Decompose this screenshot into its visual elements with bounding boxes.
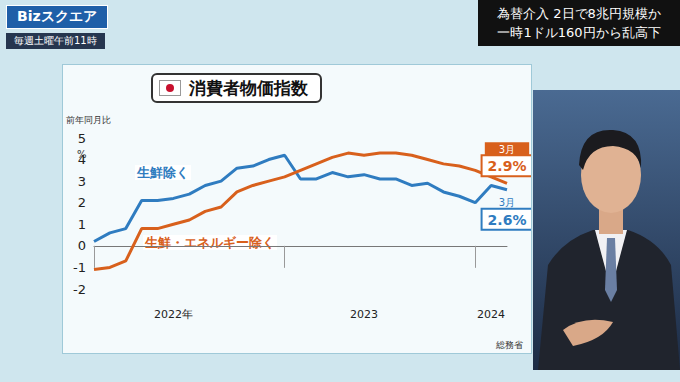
svg-text:前年同月比: 前年同月比 bbox=[66, 115, 111, 125]
svg-text:5: 5 bbox=[78, 131, 86, 146]
svg-text:2022年: 2022年 bbox=[154, 308, 193, 321]
svg-text:-1: -1 bbox=[73, 260, 86, 275]
html-text:一時1ドル160円から乱高下: 一時1ドル160円から乱高下 bbox=[497, 25, 661, 40]
html-text:Bizスクエア: Bizスクエア bbox=[17, 8, 97, 24]
html-text:毎週土曜午前11時: 毎週土曜午前11時 bbox=[14, 35, 97, 46]
svg-text:2023: 2023 bbox=[350, 308, 378, 321]
svg-text:生鮮除く: 生鮮除く bbox=[136, 165, 189, 180]
svg-text:2024: 2024 bbox=[477, 308, 505, 321]
html-text:為替介入 2日で8兆円規模か: 為替介入 2日で8兆円規模か bbox=[497, 6, 661, 21]
svg-text:2.6%: 2.6% bbox=[488, 212, 527, 228]
svg-text:4: 4 bbox=[78, 152, 86, 167]
svg-text:3: 3 bbox=[78, 174, 86, 189]
svg-text:2: 2 bbox=[78, 195, 86, 210]
svg-text:総務省: 総務省 bbox=[495, 340, 523, 350]
svg-text:0: 0 bbox=[78, 238, 86, 253]
html-text:消費者物価指数: 消費者物価指数 bbox=[189, 77, 308, 98]
svg-text:3月: 3月 bbox=[499, 197, 515, 208]
svg-text:1: 1 bbox=[78, 217, 86, 232]
svg-text:2.9%: 2.9% bbox=[488, 158, 527, 174]
svg-text:-2: -2 bbox=[73, 282, 86, 297]
svg-text:生鮮・エネルギー除く: 生鮮・エネルギー除く bbox=[144, 235, 275, 250]
svg-text:3月: 3月 bbox=[499, 144, 515, 155]
